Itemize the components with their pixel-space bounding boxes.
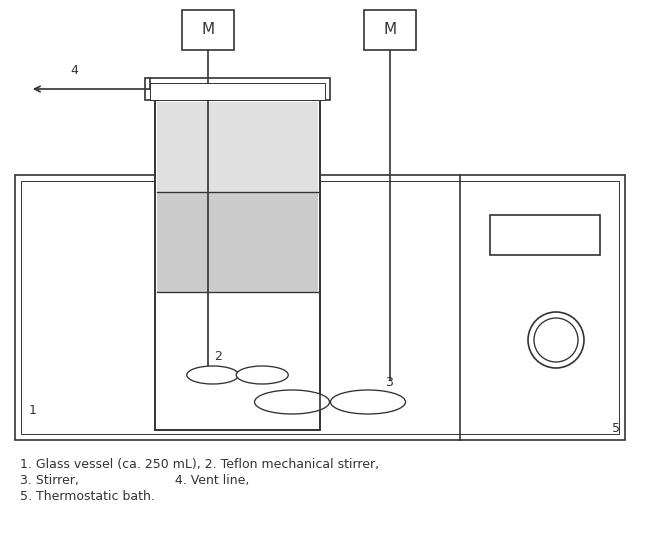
Circle shape bbox=[534, 318, 578, 362]
Bar bbox=[155, 100, 320, 430]
Circle shape bbox=[528, 312, 584, 368]
Bar bbox=[145, 78, 330, 100]
Bar bbox=[490, 215, 600, 255]
Bar bbox=[182, 10, 234, 50]
Text: M: M bbox=[384, 23, 396, 38]
Ellipse shape bbox=[186, 366, 238, 384]
Text: 5: 5 bbox=[612, 422, 620, 435]
Ellipse shape bbox=[236, 366, 288, 384]
Bar bbox=[157, 192, 318, 292]
Text: 3: 3 bbox=[385, 375, 393, 388]
Bar bbox=[155, 100, 320, 430]
Ellipse shape bbox=[254, 390, 330, 414]
Text: M: M bbox=[201, 23, 214, 38]
Bar bbox=[150, 83, 325, 100]
Ellipse shape bbox=[330, 390, 406, 414]
Text: 1: 1 bbox=[29, 403, 37, 417]
Text: 4: 4 bbox=[70, 64, 78, 77]
Bar bbox=[21, 181, 619, 434]
Text: 3. Stirrer,                        4. Vent line,: 3. Stirrer, 4. Vent line, bbox=[20, 474, 249, 487]
Text: 5. Thermostatic bath.: 5. Thermostatic bath. bbox=[20, 490, 155, 503]
Bar bbox=[364, 10, 416, 50]
Text: 2: 2 bbox=[214, 351, 222, 364]
Text: 1. Glass vessel (ca. 250 mL), 2. Teflon mechanical stirrer,: 1. Glass vessel (ca. 250 mL), 2. Teflon … bbox=[20, 458, 379, 471]
Bar bbox=[15, 175, 625, 440]
Bar bbox=[157, 102, 318, 192]
